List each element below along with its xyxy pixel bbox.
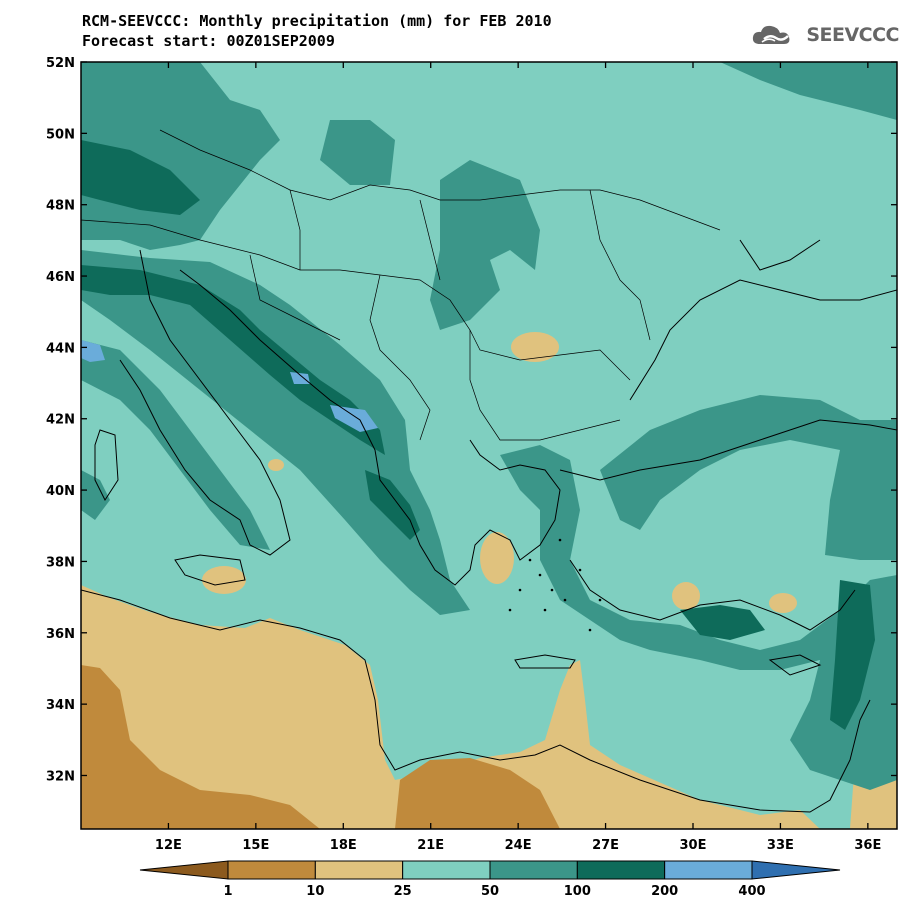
map-frame xyxy=(80,61,898,830)
colorbar-label: 400 xyxy=(738,884,765,899)
colorbar-box xyxy=(489,860,578,880)
coastlines xyxy=(81,239,897,813)
colorbar-overflow-triangle xyxy=(751,860,841,880)
precip-spot-cyprus-north xyxy=(769,593,797,613)
precip-spot-sicily xyxy=(202,566,246,594)
lon-tick-label: 24E xyxy=(505,838,532,853)
precip-zone-anatolia-south-50-100 xyxy=(500,445,897,790)
lat-tick-label: 50N xyxy=(46,127,75,142)
seevccc-logo: SEEVCCC xyxy=(750,22,899,48)
colorbar-box xyxy=(227,860,316,880)
lat-tick-label: 34N xyxy=(46,698,75,713)
precip-zone-black-sea-50-100 xyxy=(600,395,897,560)
lat-tick-label: 32N xyxy=(46,769,75,784)
lat-tick-label: 36N xyxy=(46,627,75,642)
lon-tick-label: 21E xyxy=(417,838,444,853)
lon-tick-label: 15E xyxy=(242,838,269,853)
colorbar-label: 25 xyxy=(394,884,412,899)
colorbar-label: 200 xyxy=(651,884,678,899)
lon-tick-label: 27E xyxy=(592,838,619,853)
lat-tick-label: 42N xyxy=(46,413,75,428)
lon-tick-label: 12E xyxy=(155,838,182,853)
precip-zone-carpathians-50-100 xyxy=(430,160,540,330)
precip-zone-ligurian-200-400 xyxy=(81,340,105,362)
colorbar-label: 10 xyxy=(306,884,324,899)
precip-spot-peloponnese xyxy=(480,532,514,584)
precip-zone-croatia-200-400 xyxy=(290,372,310,384)
latitude-axis: 52N 50N 48N 46N 44N 42N 40N 38N 36N 34N 32N xyxy=(46,56,897,784)
lon-tick-label: 36E xyxy=(854,838,881,853)
forecast-start-subtitle: Forecast start: 00Z01SEP2009 xyxy=(82,32,335,50)
chart-title: RCM-SEEVCCC: Monthly precipitation (mm) … xyxy=(82,12,552,30)
colorbar-underflow-triangle xyxy=(139,860,229,880)
colorbar-box xyxy=(576,860,666,880)
lat-tick-label: 40N xyxy=(46,484,75,499)
logo-text: SEEVCCC xyxy=(806,24,899,46)
colorbar-label: 100 xyxy=(564,884,591,899)
longitude-axis: 12E 15E 18E 21E 24E 27E 30E 33E 36E xyxy=(155,62,881,853)
colorbar-label: 1 xyxy=(223,884,232,899)
colorbar-box xyxy=(664,860,753,880)
lon-tick-label: 18E xyxy=(330,838,357,853)
precip-zone-rhine-100-200 xyxy=(81,140,200,215)
precip-zone-levant-100-200 xyxy=(830,580,875,730)
country-borders xyxy=(81,129,721,441)
precip-zone-epirus-100-200 xyxy=(365,470,420,540)
colorbar-box xyxy=(314,860,404,880)
greek-islands xyxy=(508,538,602,632)
lat-tick-label: 46N xyxy=(46,270,75,285)
lat-tick-label: 48N xyxy=(46,199,75,214)
colorbar-box xyxy=(402,860,491,880)
lon-tick-label: 30E xyxy=(680,838,707,853)
precip-spot-italy xyxy=(268,459,284,471)
precip-zone-dinaric-100-200 xyxy=(81,265,385,455)
precip-zone-sardinia-50-100 xyxy=(81,470,110,520)
precip-spot-anatolia xyxy=(672,582,700,610)
precip-zone-libya-10-25 xyxy=(81,585,820,829)
precip-zone-czech-50-100 xyxy=(320,120,395,185)
lat-tick-label: 52N xyxy=(46,56,75,71)
colorbar: 1 10 25 50 100 200 400 xyxy=(139,860,841,899)
lat-tick-label: 38N xyxy=(46,555,75,570)
precip-zone-tunisia-1-10 xyxy=(81,665,320,829)
lat-tick-label: 44N xyxy=(46,341,75,356)
cloud-icon xyxy=(753,25,790,44)
precip-zone-taurus-100-200 xyxy=(680,605,765,640)
precip-spot-romania xyxy=(511,332,559,362)
lon-tick-label: 33E xyxy=(767,838,794,853)
precip-zone-tyrrhenian-50-100 xyxy=(81,340,270,550)
colorbar-label: 50 xyxy=(481,884,499,899)
precip-zone-north-east-50-100 xyxy=(720,62,897,120)
precip-zone-montenegro-200-400 xyxy=(330,405,378,432)
precip-zone-cyrenaica-1-10 xyxy=(395,758,560,829)
precip-zone-adriatic-50-100 xyxy=(81,250,470,615)
precipitation-field xyxy=(81,62,897,829)
